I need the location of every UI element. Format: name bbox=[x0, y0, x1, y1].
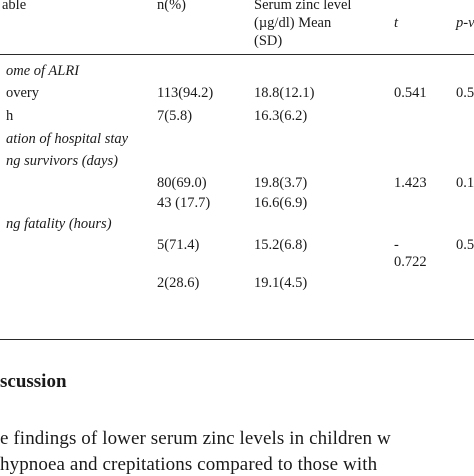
row-label-duration: ation of hospital stay bbox=[6, 131, 129, 147]
cell-n: 113(94.2) bbox=[157, 85, 214, 101]
cell-n: 80(69.0) bbox=[157, 175, 207, 191]
cell-zinc: 19.1(4.5) bbox=[254, 275, 308, 291]
header-variable: able bbox=[2, 0, 27, 13]
cell-t: 0.541 bbox=[394, 85, 427, 101]
row-label-fatality: ng fatality (hours) bbox=[6, 216, 112, 232]
cell-t: 1.423 bbox=[394, 175, 427, 191]
section-heading: scussion bbox=[0, 371, 67, 392]
row-label-survivors: ng survivors (days) bbox=[6, 153, 118, 169]
cell-zinc: 19.8(3.7) bbox=[254, 175, 308, 191]
header-zinc-line1: Serum zinc level bbox=[254, 0, 352, 13]
header-zinc-line3: (SD) bbox=[254, 33, 283, 49]
cell-zinc: 16.6(6.9) bbox=[254, 195, 308, 211]
header-t: t bbox=[394, 15, 399, 31]
cell-zinc: 16.3(6.2) bbox=[254, 108, 308, 124]
header-rule bbox=[0, 54, 474, 55]
row-label-death: h bbox=[6, 108, 14, 124]
row-label-outcome: ome of ALRI bbox=[6, 63, 80, 79]
cell-zinc: 15.2(6.8) bbox=[254, 237, 308, 253]
header-n-percent: n(%) bbox=[157, 0, 186, 13]
cell-n: 5(71.4) bbox=[157, 237, 200, 253]
row-label-recovery: overy bbox=[6, 85, 40, 101]
header-p-value: p-v bbox=[456, 15, 474, 31]
paragraph-line: hypnoea and crepitations compared to tho… bbox=[0, 454, 378, 475]
table-bottom-rule bbox=[0, 339, 474, 340]
cell-t: 0.722 bbox=[394, 254, 427, 270]
cell-p: 0.5 bbox=[456, 237, 474, 253]
cell-n: 2(28.6) bbox=[157, 275, 200, 291]
cell-t: - bbox=[394, 237, 399, 253]
cell-p: 0.1 bbox=[456, 175, 474, 191]
cell-n: 7(5.8) bbox=[157, 108, 193, 124]
cell-p: 0.5 bbox=[456, 85, 474, 101]
header-zinc-line2: (µg/dl) Mean bbox=[254, 15, 332, 31]
cell-n: 43 (17.7) bbox=[157, 195, 211, 211]
cell-zinc: 18.8(12.1) bbox=[254, 85, 315, 101]
paragraph-line: e findings of lower serum zinc levels in… bbox=[0, 428, 391, 449]
